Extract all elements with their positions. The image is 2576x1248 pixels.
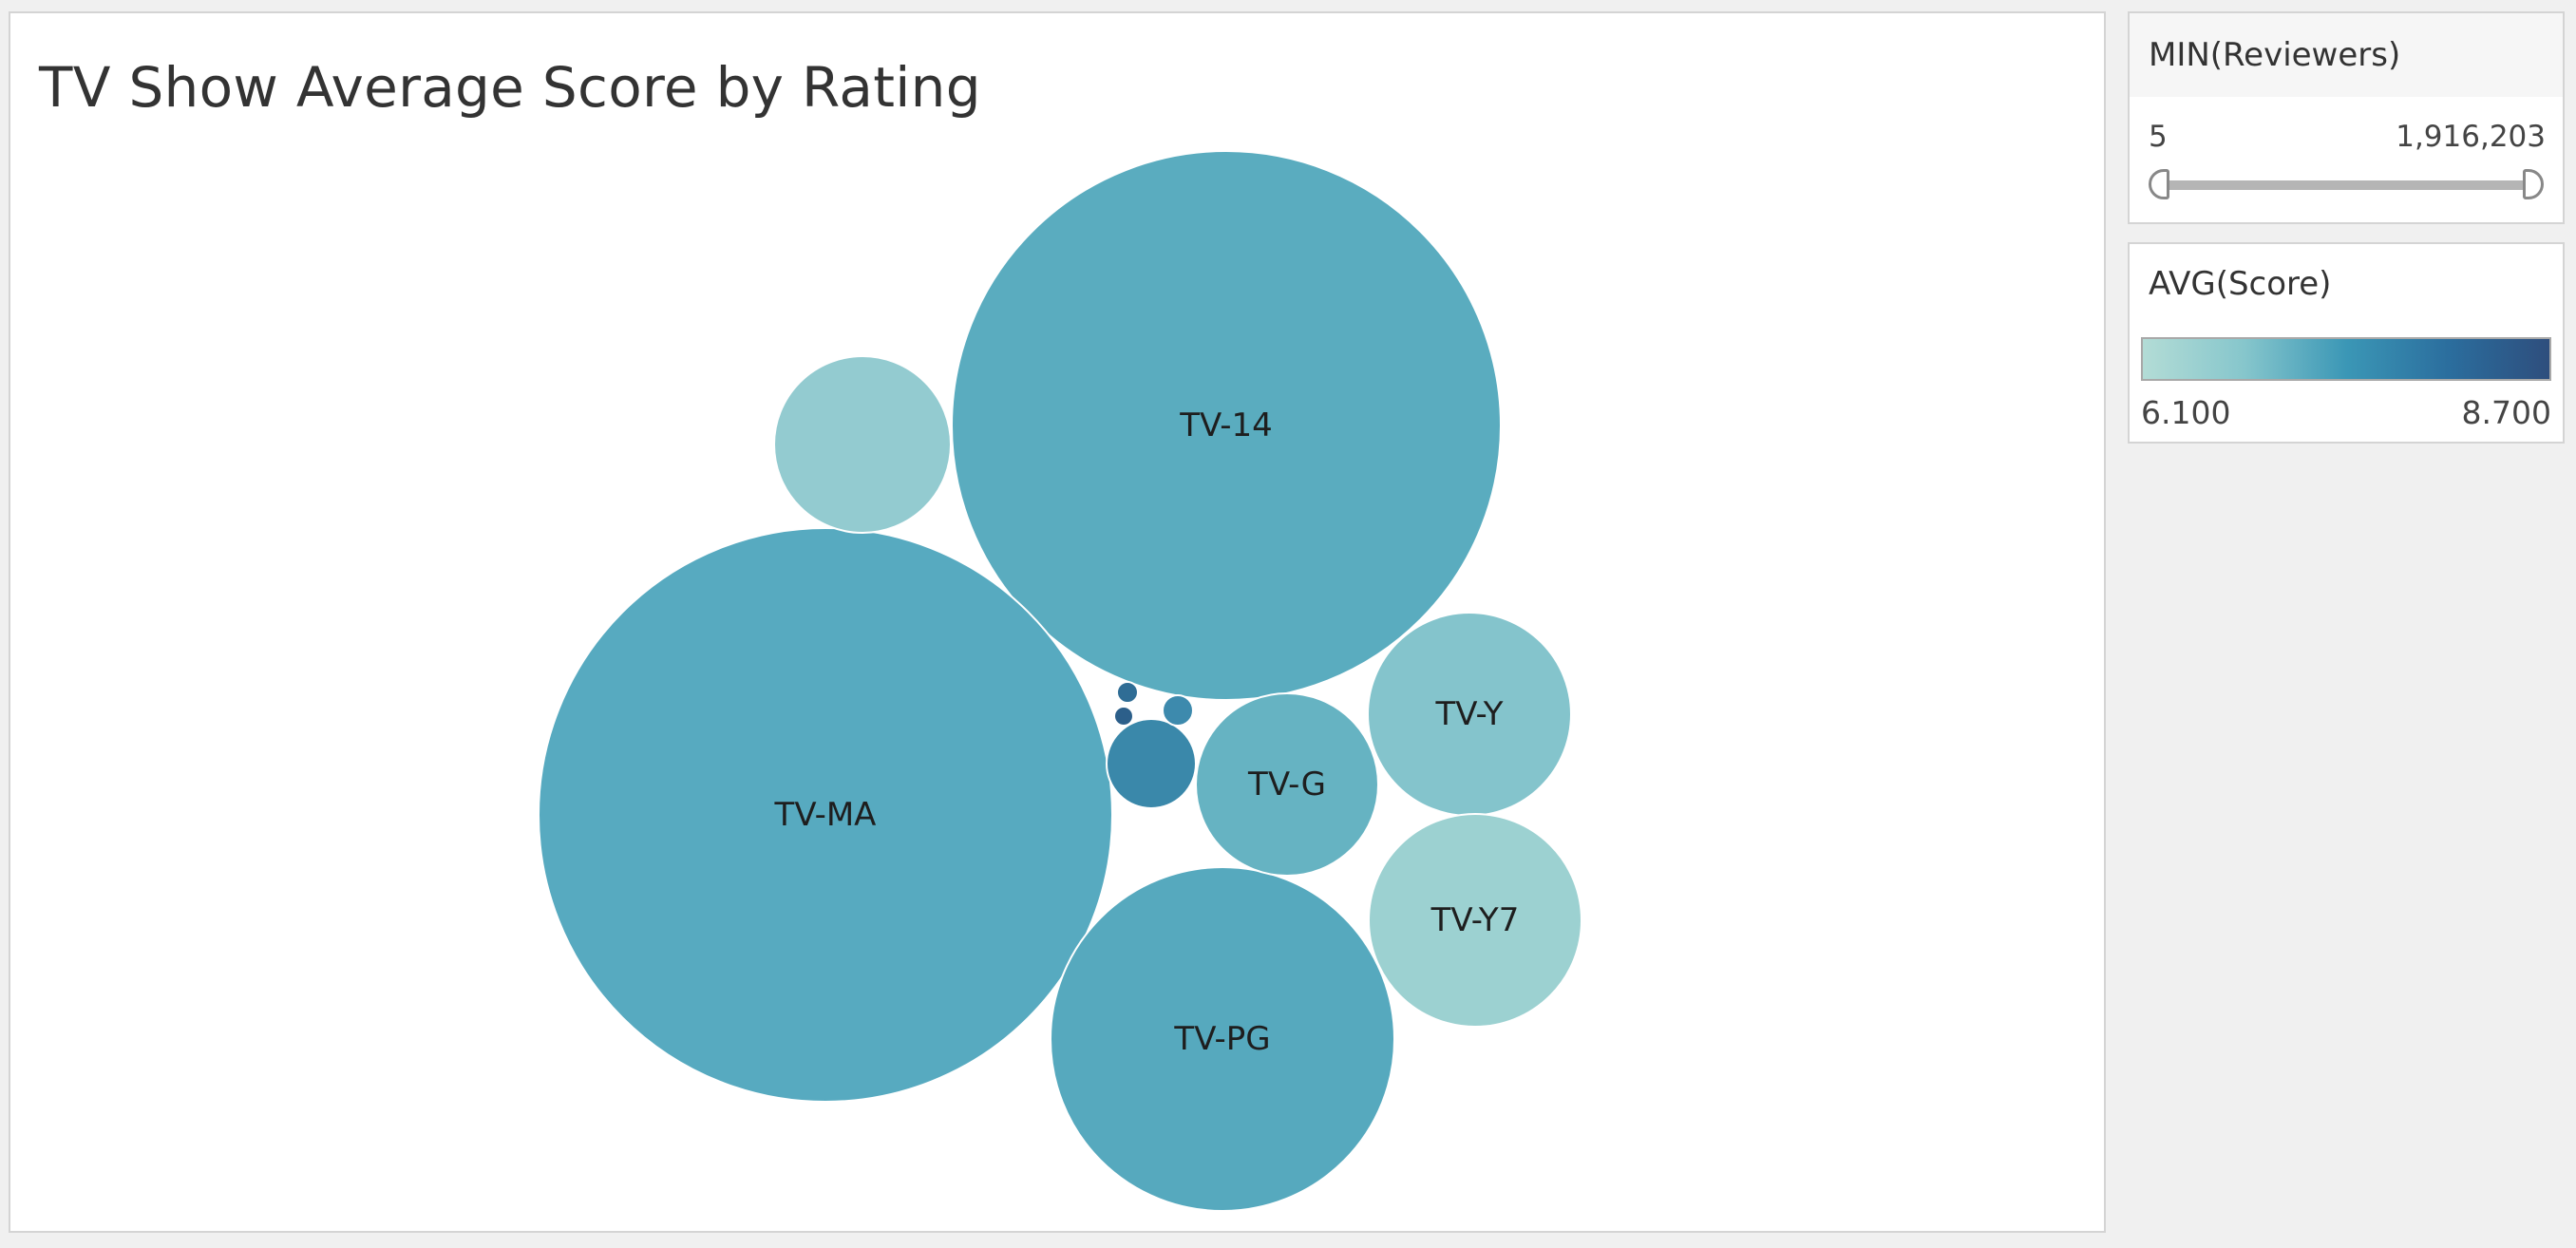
bubble-label-tv-ma: TV-MA: [774, 796, 877, 834]
bubble-tv-14[interactable]: [951, 150, 1502, 701]
legend-title: AVG(Score): [2149, 265, 2332, 303]
bubble-unlabeled-8[interactable]: [1162, 694, 1194, 727]
filter-max-value: 1,916,203: [2396, 120, 2546, 154]
chart-title: TV Show Average Score by Rating: [39, 55, 981, 120]
bubble-unlabeled-7[interactable]: [1106, 718, 1197, 809]
bubble-label-tv-pg: TV-PG: [1173, 1020, 1270, 1058]
legend-min-value: 6.100: [2141, 394, 2231, 431]
bubble-unlabeled-6[interactable]: [773, 355, 952, 534]
bubble-label-tv-y: TV-Y: [1434, 695, 1503, 733]
filter-title: MIN(Reviewers): [2149, 36, 2401, 74]
score-color-legend: AVG(Score) 6.100 8.700: [2128, 242, 2565, 444]
filter-min-value: 5: [2149, 120, 2168, 154]
bubble-chart: TV-14 TV-MA TV-PG TV-G TV-Y TV-Y7: [538, 150, 1582, 1212]
bubble-label-tv-14: TV-14: [1179, 407, 1273, 444]
bubble-tv-g[interactable]: [1195, 692, 1379, 877]
filter-title-bar: MIN(Reviewers): [2130, 13, 2563, 97]
filter-slider-track[interactable]: [2154, 180, 2538, 190]
bubble-label-tv-y7: TV-Y7: [1430, 901, 1520, 939]
bubble-unlabeled-9[interactable]: [1116, 681, 1139, 704]
bubble-tv-ma[interactable]: [538, 527, 1113, 1103]
reviewers-filter-card: MIN(Reviewers) 5 1,916,203: [2128, 11, 2565, 224]
filter-max-handle[interactable]: [2523, 169, 2544, 199]
legend-max-value: 8.700: [2461, 394, 2551, 431]
bubble-tv-y7[interactable]: [1368, 813, 1582, 1028]
filter-min-handle[interactable]: [2149, 169, 2169, 199]
bubble-label-tv-g: TV-G: [1247, 766, 1326, 804]
legend-gradient-bar: [2141, 337, 2551, 381]
viz-panel: TV Show Average Score by Rating TV-14 TV-…: [9, 11, 2106, 1233]
bubble-tv-pg[interactable]: [1050, 866, 1395, 1212]
bubble-unlabeled-10[interactable]: [1113, 706, 1134, 727]
